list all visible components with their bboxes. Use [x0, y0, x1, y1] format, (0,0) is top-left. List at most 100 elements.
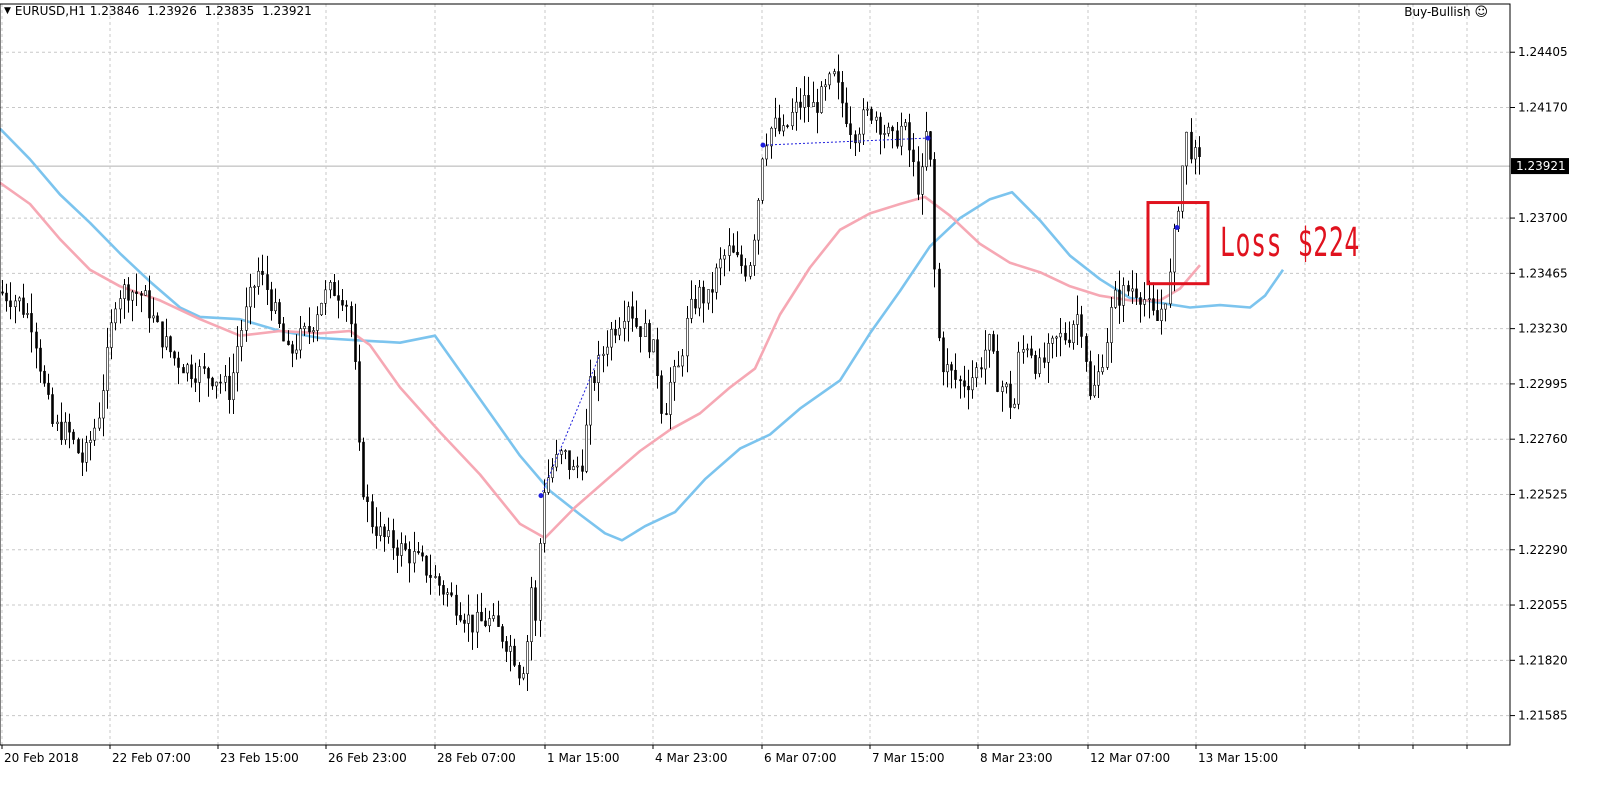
candle-body [1022, 349, 1025, 353]
candle-body [89, 439, 92, 443]
x-tick-label: 7 Mar 15:00 [872, 751, 945, 765]
candle-body [387, 530, 390, 538]
candle-body [921, 166, 924, 195]
candle-body [858, 133, 861, 144]
candle-body [975, 367, 978, 379]
candle-body [148, 290, 151, 319]
candle-body [896, 130, 899, 147]
dropdown-triangle-icon[interactable]: ▼ [4, 6, 11, 16]
candle-body [1085, 336, 1088, 362]
candle-body [211, 377, 214, 387]
candle-body [1064, 332, 1067, 341]
y-tick-label: 1.22525 [1518, 487, 1568, 501]
y-tick-label: 1.21585 [1518, 709, 1568, 723]
candle-body [64, 421, 67, 441]
candle-body [576, 465, 579, 468]
candle-body [228, 375, 231, 400]
candle-body [509, 645, 512, 652]
candle-body [887, 126, 890, 134]
candle-body [988, 334, 991, 351]
candle-body [891, 126, 894, 132]
candle-body [354, 323, 357, 362]
candle-body [686, 318, 689, 357]
candle-body [392, 530, 395, 549]
candle-body [425, 555, 428, 576]
candle-body [1013, 403, 1016, 408]
candle-body [396, 547, 399, 556]
candle-body [455, 594, 458, 616]
candle-body [849, 123, 852, 135]
candle-body [156, 315, 159, 323]
x-tick-label: 23 Feb 15:00 [220, 751, 299, 765]
candle-body [665, 413, 668, 415]
time-axis: 20 Feb 2018 22 Feb 07:00 23 Feb 15:00 26 Fe… [1, 745, 1468, 765]
candle-body [400, 543, 403, 556]
candle-body [186, 364, 189, 374]
candle-body [560, 450, 563, 455]
candle-body [602, 353, 605, 356]
candle-body [417, 551, 420, 554]
candle-body [530, 587, 533, 642]
candle-body [1101, 367, 1104, 373]
x-tick-label: 6 Mar 07:00 [764, 751, 837, 765]
candle-body [450, 592, 453, 596]
y-tick-label: 1.22760 [1518, 432, 1568, 446]
y-tick-label: 1.23700 [1518, 211, 1568, 225]
candle-body [1118, 289, 1121, 306]
candle-body [1001, 386, 1004, 392]
chart-frame [0, 3, 1511, 746]
candle-body [656, 339, 659, 377]
candle-body [350, 306, 353, 325]
candle-body [614, 329, 617, 336]
candle-body [492, 615, 495, 619]
high-value: 1.23926 [147, 4, 197, 18]
candle-body [770, 127, 773, 147]
candle-body [564, 450, 567, 452]
candle-body [690, 298, 693, 319]
candle-body [26, 313, 29, 315]
candle-body [543, 492, 546, 544]
candle-body [303, 326, 306, 329]
candle-body [438, 576, 441, 586]
candle-body [1143, 299, 1146, 305]
open-value: 1.23846 [89, 4, 140, 18]
candle-body [173, 351, 176, 359]
candle-body [144, 290, 147, 296]
candle-body [816, 102, 819, 113]
candle-body [366, 496, 369, 502]
candle-body [14, 300, 17, 308]
candle-body [929, 131, 932, 160]
candle-body [459, 615, 462, 621]
candle-body [1148, 298, 1151, 300]
candle-body [81, 452, 84, 463]
candle-body [883, 133, 886, 135]
candle-body [908, 122, 911, 151]
candle-body [719, 258, 722, 269]
candle-body [22, 297, 25, 315]
candle-body [1009, 383, 1012, 408]
expert-advisor-label[interactable]: Buy-Bullish ☺ [1404, 5, 1488, 20]
candle-body [1185, 131, 1188, 167]
candle-body [715, 267, 718, 293]
candle-body [917, 161, 920, 195]
low-value: 1.23835 [204, 4, 255, 18]
candle-body [1080, 314, 1083, 337]
candle-body [1190, 131, 1193, 160]
candle-body [1026, 348, 1029, 351]
candle-body [497, 615, 500, 627]
candle-body [799, 101, 802, 108]
candle-body [1089, 361, 1092, 397]
y-tick-label: 1.24170 [1518, 101, 1568, 115]
expert-name: Buy-Bullish [1404, 5, 1471, 19]
candle-body [68, 421, 71, 433]
symbol-label: EURUSD,H1 [14, 4, 86, 18]
y-tick-label: 1.24405 [1518, 45, 1568, 59]
candle-body [744, 265, 747, 277]
candle-body [257, 270, 260, 287]
candle-body [942, 337, 945, 373]
candle-body [9, 300, 12, 308]
candle-body [644, 323, 647, 337]
candle-body [98, 417, 101, 429]
candle-body [610, 329, 613, 348]
